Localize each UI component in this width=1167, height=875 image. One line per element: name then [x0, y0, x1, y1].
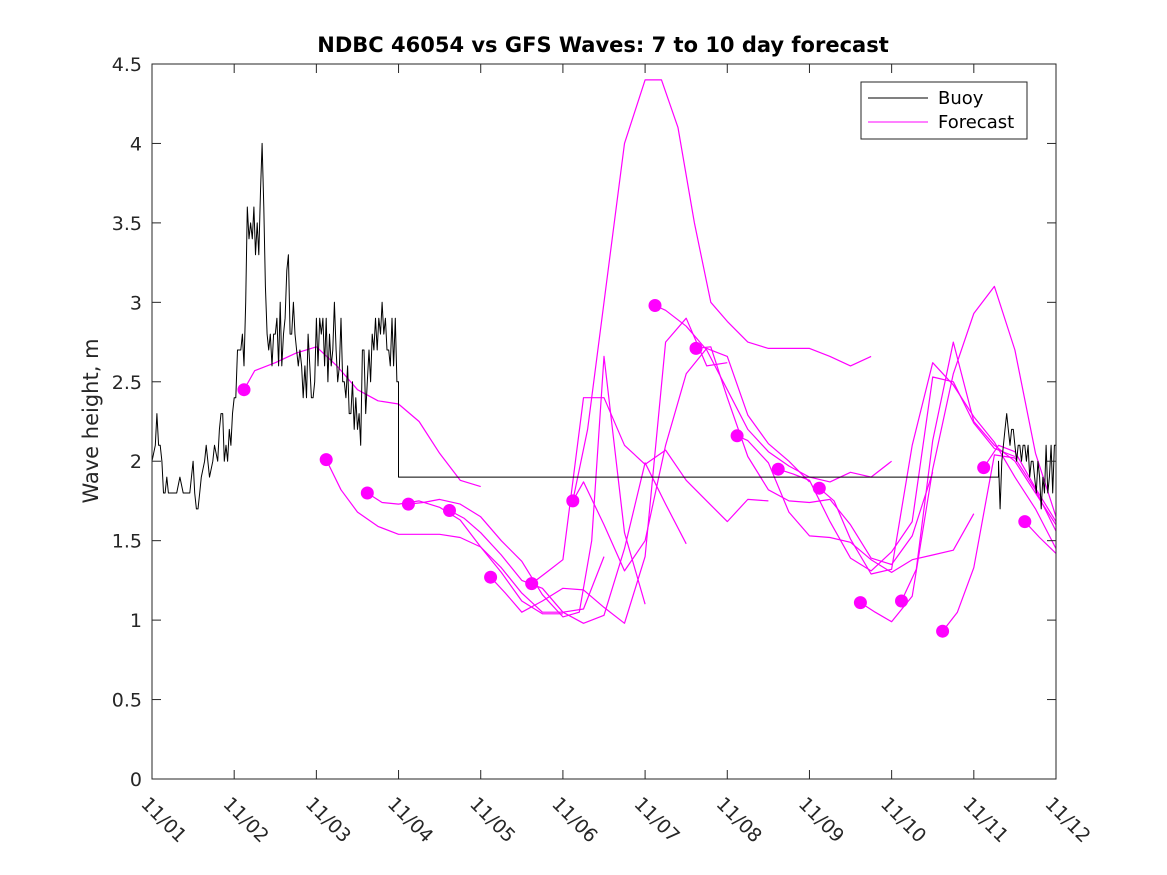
plot-area [152, 64, 1056, 779]
chart-title: NDBC 46054 vs GFS Waves: 7 to 10 day for… [317, 33, 888, 57]
forecast-marker [566, 494, 580, 508]
y-tick-label: 4.5 [112, 54, 142, 76]
y-tick-label: 4 [130, 133, 142, 155]
forecast-line-2 [325, 459, 563, 615]
buoy-line [151, 142, 1056, 510]
y-tick-label: 3.5 [112, 213, 142, 235]
forecast-marker [237, 383, 251, 397]
forecast-line-5 [449, 462, 687, 624]
forecast-line-1 [243, 346, 481, 488]
forecast-line-10 [654, 304, 892, 483]
forecast-marker [771, 462, 785, 476]
forecast-line-13 [778, 376, 1016, 572]
forecast-line-16 [900, 341, 1057, 602]
forecast-marker [525, 577, 539, 591]
forecast-marker [484, 570, 498, 584]
data-layer [151, 79, 1057, 638]
forecast-marker [936, 624, 950, 638]
forecast-line-11 [695, 346, 934, 566]
axes-box [151, 63, 1057, 780]
legend-box [860, 81, 1028, 140]
forecast-marker [319, 453, 333, 467]
y-tick-label: 2 [130, 451, 142, 473]
forecast-marker [401, 497, 415, 511]
forecast-marker [648, 299, 662, 312]
y-tick-label: 1.5 [112, 531, 142, 553]
forecast-line-18 [983, 444, 1057, 522]
forecast-marker [853, 596, 867, 610]
y-tick-label: 0 [130, 769, 142, 791]
y-tick-label: 2.5 [112, 372, 142, 394]
forecast-line-9 [572, 79, 872, 502]
y-tick-label: 0.5 [112, 690, 142, 712]
y-tick-label: 3 [130, 292, 142, 314]
forecast-line-19 [1024, 521, 1057, 554]
forecast-marker [812, 481, 826, 495]
forecast-line-8 [572, 347, 810, 572]
legend-buoy-label: Buoy [938, 88, 984, 109]
forecast-line-12 [736, 435, 975, 574]
forecast-line-14 [818, 362, 1057, 575]
forecast-marker [689, 341, 703, 355]
forecast-line-6 [490, 317, 728, 624]
forecast-marker [443, 504, 456, 517]
y-tick-label: 1 [130, 610, 142, 632]
forecast-line-15 [860, 285, 1057, 623]
forecast-marker [730, 429, 744, 443]
legend: Buoy Forecast [860, 81, 1028, 140]
forecast-marker [360, 486, 374, 500]
forecast-marker [895, 594, 908, 608]
forecast-marker [977, 461, 991, 475]
y-axis-label: Wave height, m [79, 338, 103, 503]
legend-forecast-label: Forecast [938, 112, 1014, 133]
forecast-marker [1018, 515, 1032, 529]
forecast-line-7 [531, 397, 769, 585]
